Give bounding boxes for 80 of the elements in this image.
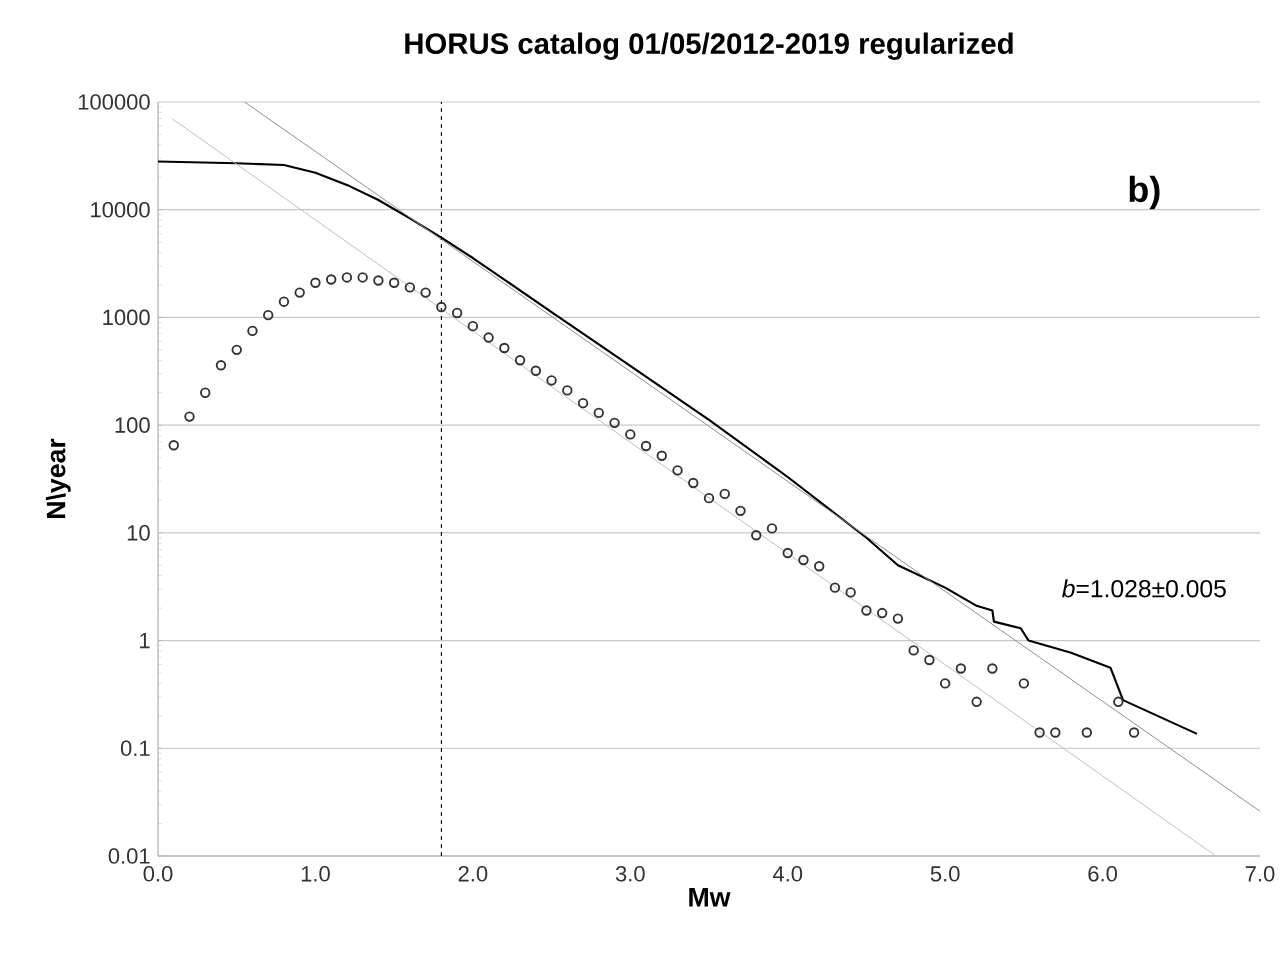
point [168, 440, 179, 451]
point [184, 411, 195, 422]
point [703, 492, 715, 504]
point [483, 332, 494, 343]
point [263, 309, 274, 321]
point [200, 387, 211, 398]
x-tick-label: 7.0 [1245, 866, 1275, 882]
point [404, 282, 416, 293]
x-tick-label: 4.0 [772, 866, 803, 882]
point [688, 477, 699, 489]
point [971, 696, 982, 708]
point [420, 287, 431, 298]
point [1113, 696, 1124, 708]
point [546, 375, 557, 386]
point [924, 654, 935, 666]
x-tick-label: 0.0 [143, 866, 173, 882]
point [876, 607, 888, 619]
point [1018, 678, 1030, 689]
point [1128, 727, 1140, 738]
x-tick-label: 3.0 [615, 866, 645, 882]
y-tick-label: 10000 [91, 201, 150, 218]
y-tick-label: 1000 [103, 309, 150, 326]
y-tick-label: 100 [115, 417, 150, 433]
y-tick-label: 0.1 [120, 740, 150, 757]
point [814, 561, 825, 572]
x-tick-label: 1.0 [301, 866, 330, 882]
point [829, 582, 841, 593]
point [751, 530, 762, 541]
point [341, 272, 353, 283]
point [892, 613, 904, 624]
x-tick-label: 5.0 [930, 866, 960, 882]
point [955, 663, 967, 674]
x-tick-label: 6.0 [1088, 866, 1117, 882]
chart-title: HORUS catalog 01/05/2012-2019 regularized [405, 32, 1013, 60]
point [719, 488, 730, 500]
point [1081, 727, 1093, 738]
point [514, 355, 526, 366]
point [388, 277, 400, 288]
point [1050, 727, 1061, 738]
point [325, 274, 337, 285]
y-tick-label: 1 [140, 632, 150, 649]
point [562, 385, 573, 396]
point [499, 342, 510, 354]
y-axis-title: N\year [45, 438, 71, 518]
point [294, 287, 305, 298]
y-tick-label: 10 [127, 525, 150, 541]
point [908, 645, 919, 656]
point [247, 325, 258, 337]
point [467, 320, 479, 332]
point [310, 277, 321, 288]
point [593, 407, 605, 419]
point [215, 360, 227, 371]
point [530, 365, 542, 376]
point [735, 505, 746, 517]
point [577, 397, 589, 409]
point [798, 554, 809, 566]
x-axis-title: Mw [689, 888, 731, 907]
point [436, 301, 447, 313]
annotation: b) [1129, 175, 1160, 210]
point [278, 296, 290, 307]
x-tick-label: 2.0 [458, 866, 488, 882]
point [861, 605, 872, 616]
point [640, 440, 652, 452]
point [609, 417, 620, 429]
point [656, 450, 667, 461]
point [625, 429, 636, 440]
point [373, 275, 384, 286]
point [672, 465, 683, 476]
point [451, 307, 463, 319]
point [939, 678, 951, 689]
annotation: b=1.028±0.005 [1062, 579, 1226, 598]
y-tick-label: 100000 [78, 94, 150, 110]
point [1034, 727, 1045, 738]
point [845, 587, 856, 598]
point [782, 547, 793, 559]
point [357, 272, 368, 283]
y-tick-label: 0.01 [108, 848, 150, 864]
point [766, 523, 778, 534]
point [987, 663, 998, 674]
point [231, 344, 242, 356]
